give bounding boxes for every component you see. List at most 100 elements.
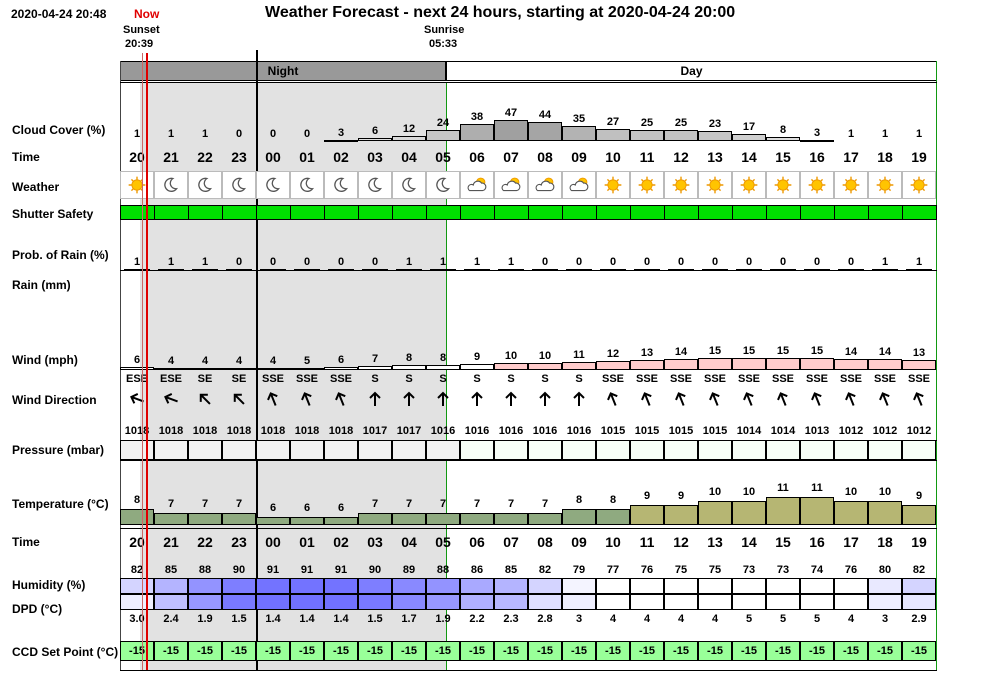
dpd-value: 2.9 [911,613,927,625]
shutter-cell-divider [256,205,257,220]
temperature-bar [664,505,698,525]
humidity-value: 85 [164,564,178,576]
time-cell-bottom: 03 [367,534,383,550]
pressure-cell [256,440,290,460]
time-cell: 09 [571,149,587,165]
dpd-cell [392,594,426,610]
cloud-cover-bar [664,130,698,141]
temperature-bar [698,501,732,525]
rain-prob-tick [804,269,830,270]
pressure-value: 1015 [600,425,626,437]
cloud-cover-bar [800,140,834,142]
time-cell-bottom: 19 [911,534,927,550]
rain-prob-value: 0 [711,256,719,268]
pressure-value: 1018 [260,425,286,437]
dpd-value: 3 [575,613,583,625]
partly-cloudy-icon [562,171,596,199]
pressure-value: 1013 [804,425,830,437]
cloud-cover-value: 12 [402,123,416,135]
label-dpd: DPD (°C) [12,602,63,616]
humidity-value: 73 [742,564,756,576]
temperature-bar [290,517,324,525]
wind-direction-label: ESE [159,373,182,385]
rain-prob-tick [872,269,898,270]
sun-icon [834,171,868,199]
pressure-value: 1016 [532,425,558,437]
wind-speed-value: 6 [337,354,345,366]
time-cell: 14 [741,149,757,165]
temperature-value: 10 [742,486,756,498]
temperature-value: 7 [201,498,209,510]
rain-prob-tick [328,269,354,270]
temperature-bar [630,505,664,525]
humidity-value: 91 [300,564,314,576]
time-cell: 23 [231,149,247,165]
temperature-bar [494,513,528,525]
ccd-setpoint-value: -15 [537,645,553,657]
ccd-cell [766,641,800,661]
grid-right-border [936,61,937,671]
humidity-value: 86 [470,564,484,576]
pressure-value: 1015 [668,425,694,437]
rain-prob-value: 1 [473,256,481,268]
wind-speed-value: 13 [912,347,926,359]
dpd-value: 1.7 [401,613,417,625]
partly-cloudy-icon [460,171,494,199]
pressure-cell [868,440,902,460]
dpd-value: 4 [609,613,617,625]
temperature-value: 7 [405,498,413,510]
rain-prob-value: 1 [201,256,209,268]
wind-direction-label: S [473,373,481,385]
humidity-cell [494,578,528,594]
humidity-cell [154,578,188,594]
humidity-value: 82 [538,564,552,576]
wind-direction-label: SSE [805,373,828,385]
label-wind-direction: Wind Direction [12,393,97,407]
pressure-value: 1016 [464,425,490,437]
wind-arrow-icon [401,390,417,408]
rain-prob-tick [906,269,932,270]
ccd-setpoint-value: -15 [741,645,757,657]
cloud-cover-value: 25 [640,117,654,129]
sun-icon [868,171,902,199]
dpd-cell [766,594,800,610]
temperature-bar [562,509,596,525]
humidity-cell [222,578,256,594]
time-cell-bottom: 01 [299,534,315,550]
humidity-cell [766,578,800,594]
sun-icon [800,171,834,199]
temperature-bar [392,513,426,525]
humidity-cell [120,578,154,594]
temperature-value: 7 [473,498,481,510]
ccd-cell [902,641,936,661]
wind-direction-label: SSE [669,373,692,385]
dpd-cell [834,594,868,610]
wind-speed-bar [698,358,732,370]
wind-speed-value: 14 [674,346,688,358]
rain-prob-value: 0 [677,256,685,268]
wind-speed-bar [868,359,902,370]
sun-icon [596,171,630,199]
time-cell-bottom: 07 [503,534,519,550]
ccd-setpoint-value: -15 [265,645,281,657]
shutter-cell-divider [596,205,597,220]
sunrise-label: Sunrise [424,24,465,36]
moon-icon [256,171,290,199]
wind-speed-bar [426,365,460,370]
pressure-cell [596,440,630,460]
sun-icon [120,171,154,199]
dpd-cell [902,594,936,610]
wind-speed-bar [732,358,766,370]
pressure-cell [426,440,460,460]
pressure-cell [120,440,154,460]
sunrise-time: 05:33 [429,38,458,50]
ccd-setpoint-value: -15 [775,645,791,657]
shutter-cell-divider [154,205,155,220]
rain-prob-tick [124,269,150,270]
label-rain-probability: Prob. of Rain (%) [12,248,109,262]
wind-speed-value: 14 [844,346,858,358]
shutter-cell-divider [902,205,903,220]
wind-speed-bar [222,368,256,370]
shutter-cell-divider [834,205,835,220]
